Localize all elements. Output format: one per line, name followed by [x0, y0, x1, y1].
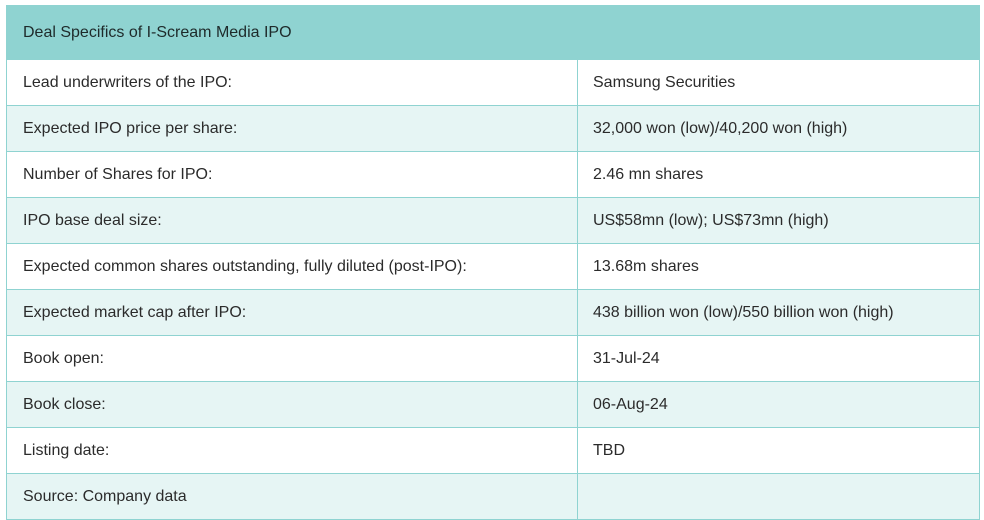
table-title: Deal Specifics of I-Scream Media IPO — [5, 5, 981, 60]
source-row: Source: Company data — [6, 473, 981, 520]
row-label: Number of Shares for IPO: — [6, 151, 578, 198]
table-row: Book open: 31-Jul-24 — [6, 335, 981, 382]
row-value: 06-Aug-24 — [576, 381, 981, 428]
row-label: Lead underwriters of the IPO: — [6, 59, 578, 106]
row-label: Book open: — [6, 335, 578, 382]
row-label: Expected common shares outstanding, full… — [6, 243, 578, 290]
table-row: IPO base deal size: US$58mn (low); US$73… — [6, 197, 981, 244]
row-label: Book close: — [6, 381, 578, 428]
row-label: Expected market cap after IPO: — [6, 289, 578, 336]
row-label: IPO base deal size: — [6, 197, 578, 244]
table-header-row: Deal Specifics of I-Scream Media IPO — [5, 5, 981, 60]
row-value: TBD — [576, 427, 981, 474]
row-value: 438 billion won (low)/550 billion won (h… — [576, 289, 981, 336]
row-value: US$58mn (low); US$73mn (high) — [576, 197, 981, 244]
table-row: Expected market cap after IPO: 438 billi… — [6, 289, 981, 336]
row-value: 32,000 won (low)/40,200 won (high) — [576, 105, 981, 152]
table-row: Listing date: TBD — [6, 427, 981, 474]
row-value: 31-Jul-24 — [576, 335, 981, 382]
deal-specifics-table: Deal Specifics of I-Scream Media IPO Lea… — [5, 5, 981, 520]
row-value: 2.46 mn shares — [576, 151, 981, 198]
source-note: Source: Company data — [6, 473, 578, 520]
row-value: 13.68m shares — [576, 243, 981, 290]
row-value — [576, 473, 981, 520]
table-row: Book close: 06-Aug-24 — [6, 381, 981, 428]
table-row: Expected IPO price per share: 32,000 won… — [6, 105, 981, 152]
table-row: Expected common shares outstanding, full… — [6, 243, 981, 290]
deal-specifics-container: Deal Specifics of I-Scream Media IPO Lea… — [5, 5, 981, 520]
row-label: Listing date: — [6, 427, 578, 474]
row-label: Expected IPO price per share: — [6, 105, 578, 152]
table-row: Number of Shares for IPO: 2.46 mn shares — [6, 151, 981, 198]
row-value: Samsung Securities — [576, 59, 981, 106]
table-row: Lead underwriters of the IPO: Samsung Se… — [6, 59, 981, 106]
